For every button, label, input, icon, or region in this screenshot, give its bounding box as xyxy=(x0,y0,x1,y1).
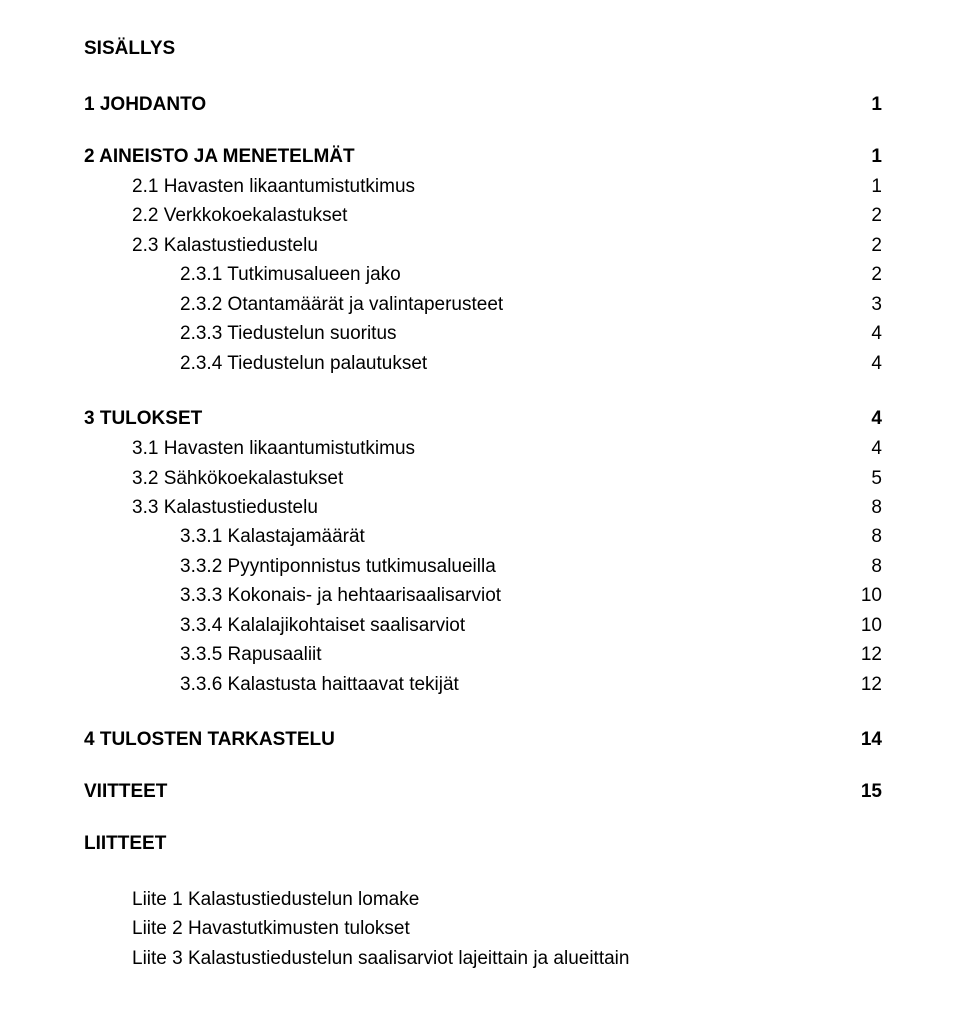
toc-entry: 3.2 Sähkökoekalastukset 5 xyxy=(84,464,882,493)
toc-entry-page: 8 xyxy=(855,552,882,581)
toc-entry: 2.3.3 Tiedustelun suoritus 4 xyxy=(84,319,882,348)
section-heading: 1 JOHDANTO 1 xyxy=(84,94,882,116)
section-heading-page: 15 xyxy=(861,781,882,803)
toc-entry-label: 3.3.2 Pyyntiponnistus tutkimusalueilla xyxy=(180,552,496,581)
toc-entry-page: 10 xyxy=(845,581,882,610)
toc-entry-label: 3.2 Sähkökoekalastukset xyxy=(132,464,343,493)
toc-entry-page: 5 xyxy=(855,464,882,493)
toc-entry-label: 2.3 Kalastustiedustelu xyxy=(132,231,318,260)
section-heading-page: 14 xyxy=(861,729,882,751)
toc-entry: 3.3.3 Kokonais- ja hehtaarisaalisarviot … xyxy=(84,581,882,610)
toc-entry-page: 8 xyxy=(855,493,882,522)
toc-entry-label: 2.3.3 Tiedustelun suoritus xyxy=(180,319,397,348)
toc-entry-label: 3.3.1 Kalastajamäärät xyxy=(180,522,365,551)
toc-entry-label: 3.3.3 Kokonais- ja hehtaarisaalisarviot xyxy=(180,581,501,610)
section-heading-label: 1 JOHDANTO xyxy=(84,94,206,116)
toc-entry-page: 2 xyxy=(855,260,882,289)
toc-entry: 3.3.1 Kalastajamäärät 8 xyxy=(84,522,882,551)
toc-entry-page: 12 xyxy=(845,670,882,699)
toc-entry: 3.3.2 Pyyntiponnistus tutkimusalueilla 8 xyxy=(84,552,882,581)
toc-entry-label: 3.3.6 Kalastusta haittaavat tekijät xyxy=(180,670,459,699)
toc-entry-label: 3.3.5 Rapusaaliit xyxy=(180,640,322,669)
section-heading-label: 2 AINEISTO JA MENETELMÄT xyxy=(84,146,355,168)
toc-entry-label: 3.1 Havasten likaantumistutkimus xyxy=(132,434,415,463)
section-heading: 4 TULOSTEN TARKASTELU 14 xyxy=(84,729,882,751)
section-heading-page: 1 xyxy=(871,146,882,168)
section-heading: 2 AINEISTO JA MENETELMÄT 1 xyxy=(84,146,882,168)
toc-entry: 2.3.2 Otantamäärät ja valintaperusteet 3 xyxy=(84,290,882,319)
toc-entry-label: 3.3 Kalastustiedustelu xyxy=(132,493,318,522)
toc-entry-label: 2.2 Verkkokoekalastukset xyxy=(132,201,347,230)
section-heading-page: 1 xyxy=(871,94,882,116)
section-heading-label: VIITTEET xyxy=(84,781,167,803)
toc-entry: 2.3.1 Tutkimusalueen jako 2 xyxy=(84,260,882,289)
toc-entry-page: 12 xyxy=(845,640,882,669)
toc-entry-label: 2.3.1 Tutkimusalueen jako xyxy=(180,260,401,289)
toc-entry-page: 3 xyxy=(855,290,882,319)
toc-entry-page: 4 xyxy=(855,434,882,463)
toc-entry: 3.3.4 Kalalajikohtaiset saalisarviot 10 xyxy=(84,611,882,640)
toc-entry: 3.1 Havasten likaantumistutkimus 4 xyxy=(84,434,882,463)
toc-entry-page: 2 xyxy=(855,201,882,230)
toc-entry-label: 2.1 Havasten likaantumistutkimus xyxy=(132,172,415,201)
toc-entry-label: 3.3.4 Kalalajikohtaiset saalisarviot xyxy=(180,611,465,640)
section-heading: VIITTEET 15 xyxy=(84,781,882,803)
toc-entry-page: 4 xyxy=(855,319,882,348)
toc-entry: 3.3.6 Kalastusta haittaavat tekijät 12 xyxy=(84,670,882,699)
toc-entry-label: 2.3.4 Tiedustelun palautukset xyxy=(180,349,427,378)
toc-entry-label: 2.3.2 Otantamäärät ja valintaperusteet xyxy=(180,290,503,319)
appendix-item: Liite 2 Havastutkimusten tulokset xyxy=(84,914,882,943)
toc-title: SISÄLLYS xyxy=(84,38,882,60)
toc-entry: 2.3.4 Tiedustelun palautukset 4 xyxy=(84,349,882,378)
appendix-item: Liite 3 Kalastustiedustelun saalisarviot… xyxy=(84,944,882,973)
section-heading-page: 4 xyxy=(871,408,882,430)
toc-entry-page: 4 xyxy=(855,349,882,378)
toc-entry: 3.3.5 Rapusaaliit 12 xyxy=(84,640,882,669)
toc-entry-page: 2 xyxy=(855,231,882,260)
toc-entry-page: 1 xyxy=(855,172,882,201)
section-heading: 3 TULOKSET 4 xyxy=(84,408,882,430)
toc-entry: 3.3 Kalastustiedustelu 8 xyxy=(84,493,882,522)
toc-entry-page: 8 xyxy=(855,522,882,551)
section-heading-label: 4 TULOSTEN TARKASTELU xyxy=(84,729,335,751)
section-heading-label: 3 TULOKSET xyxy=(84,408,202,430)
toc-entry: 2.2 Verkkokoekalastukset 2 xyxy=(84,201,882,230)
appendix-item: Liite 1 Kalastustiedustelun lomake xyxy=(84,885,882,914)
toc-page: SISÄLLYS 1 JOHDANTO 1 2 AINEISTO JA MENE… xyxy=(0,0,960,1013)
appendices-heading: LIITTEET xyxy=(84,833,882,855)
toc-entry: 2.3 Kalastustiedustelu 2 xyxy=(84,231,882,260)
toc-entry: 2.1 Havasten likaantumistutkimus 1 xyxy=(84,172,882,201)
toc-entry-page: 10 xyxy=(845,611,882,640)
